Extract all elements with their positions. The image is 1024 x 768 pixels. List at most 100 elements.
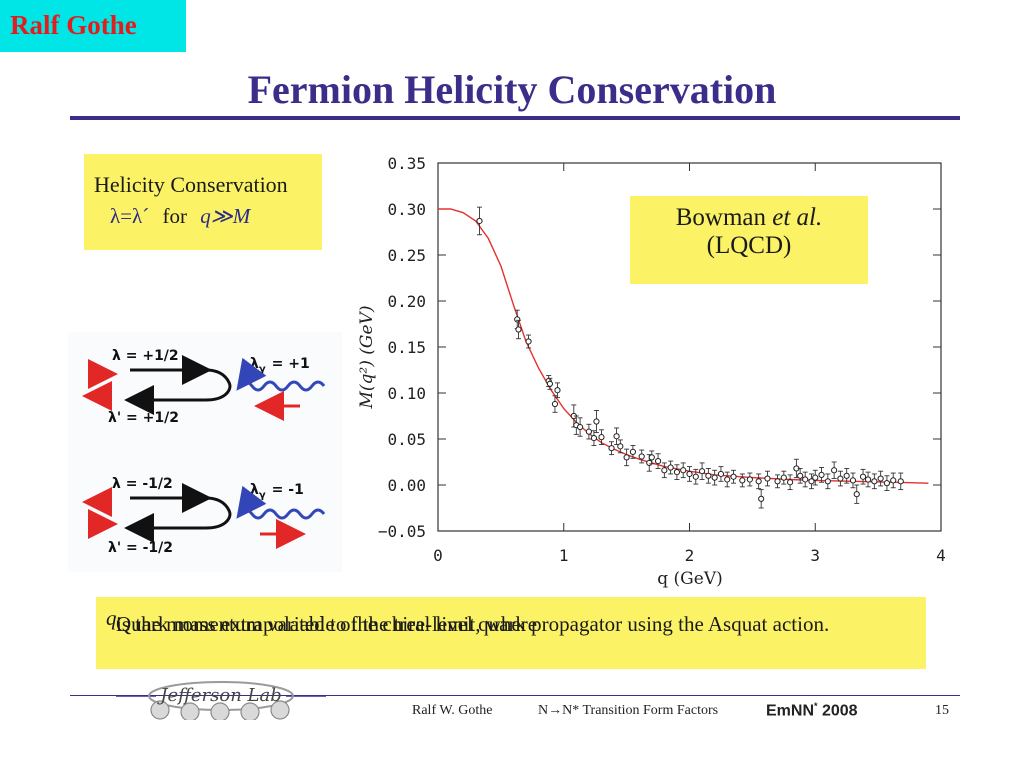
upper-quark-turn xyxy=(205,368,232,402)
x-tick-label: 4 xyxy=(936,546,946,565)
data-point xyxy=(730,469,737,484)
data-point xyxy=(831,461,838,480)
data-point xyxy=(717,466,725,482)
data-point xyxy=(724,471,731,488)
lower-lambda-label: λ = -1/2 xyxy=(112,476,173,492)
lower-lambda-prime-label: λ' = -1/2 xyxy=(108,540,173,556)
data-point xyxy=(897,472,904,491)
slide-title: Fermion Helicity Conservation xyxy=(247,67,777,112)
data-point xyxy=(711,469,718,486)
footer-page-number: 15 xyxy=(935,703,949,718)
data-point xyxy=(546,377,554,390)
data-point xyxy=(812,469,819,486)
data-point xyxy=(780,470,787,485)
lower-lambda-gamma-label: λγ = -1 xyxy=(250,482,304,501)
data-point xyxy=(476,206,483,236)
upper-diagram: λ = +1/2 λγ = +1 λ' = +1/2 xyxy=(82,348,326,426)
upper-lambda-prime-label: λ' = +1/2 xyxy=(108,410,179,426)
data-point xyxy=(598,429,605,445)
data-point xyxy=(883,475,891,491)
data-point xyxy=(570,404,577,428)
data-point xyxy=(673,464,681,480)
data-point xyxy=(877,470,884,487)
x-tick-label: 1 xyxy=(559,546,569,565)
data-point xyxy=(680,462,687,479)
caption-text: Quark mass extrapolated to the chiral li… xyxy=(106,606,830,636)
data-point xyxy=(648,450,655,465)
lower-diagram: λ = -1/2 λγ = -1 λ' = -1/2 xyxy=(82,476,326,556)
et-al: et al. xyxy=(772,204,823,231)
data-point xyxy=(824,473,831,490)
data-point xyxy=(654,453,662,469)
data-point xyxy=(638,449,645,464)
y-tick-label: 0.10 xyxy=(387,384,426,403)
footer-topic: N→N* Transition Form Factors xyxy=(538,703,719,718)
helicity-diagram: λ = +1/2 λγ = +1 λ' = +1/2 λ = -1/2 λγ = -… xyxy=(68,332,342,572)
upper-lambda-label: λ = +1/2 xyxy=(112,348,179,364)
data-point xyxy=(629,444,637,459)
data-point xyxy=(787,474,794,491)
data-point xyxy=(585,423,592,440)
y-tick-label: 0.20 xyxy=(387,292,426,311)
quark-mass-plot: −0.05 0.00 0.05 0.10 0.15 0.20 0.25 0.30 0.35 0 1… xyxy=(357,154,946,589)
data-point xyxy=(764,470,771,487)
data-point xyxy=(554,382,561,399)
data-point xyxy=(843,467,850,484)
y-tick-label: 0.00 xyxy=(387,476,426,495)
data-point xyxy=(837,470,844,487)
upper-photon-wavy-line xyxy=(236,357,326,392)
bowman-citation-line1: Bowman et al. xyxy=(630,204,868,232)
data-point xyxy=(818,467,825,483)
data-point xyxy=(698,462,706,480)
data-point xyxy=(864,471,872,488)
data-point xyxy=(746,472,753,487)
data-point xyxy=(793,458,800,479)
data-point xyxy=(739,473,746,488)
bowman-citation-line2: (LQCD) xyxy=(706,232,792,259)
upper-lambda-gamma-label: λγ = +1 xyxy=(250,356,310,375)
lower-photon-wavy-line xyxy=(236,485,326,520)
logo-text: Jefferson Lab xyxy=(156,685,281,706)
data-point xyxy=(849,472,857,489)
footer-conference: EmNN* 2008 xyxy=(766,701,858,720)
data-point xyxy=(859,468,867,485)
bowman-citation-box: Bowman et al. (LQCD) xyxy=(630,196,868,284)
jefferson-lab-logo: Jefferson Lab xyxy=(116,681,326,720)
data-point xyxy=(593,410,600,434)
y-tick-label: 0.30 xyxy=(387,200,426,219)
y-tick-label: −0.05 xyxy=(378,522,426,541)
helicity-for-word: for xyxy=(162,204,187,228)
helicity-box-formula: λ=λ´ for q≫M xyxy=(110,204,250,229)
helicity-condition: q≫M xyxy=(200,204,251,228)
y-axis-title: M(q²) (GeV) xyxy=(357,306,377,410)
title-divider xyxy=(70,116,960,120)
data-point xyxy=(576,417,584,437)
data-point xyxy=(853,484,860,504)
data-point xyxy=(617,439,624,454)
data-point xyxy=(613,427,620,445)
caption-box: Quark mass extrapolated to the chiral li… xyxy=(96,597,926,669)
data-point xyxy=(525,334,532,349)
data-point xyxy=(551,395,559,413)
data-point xyxy=(774,474,781,489)
data-point xyxy=(686,466,693,482)
x-tick-labels: 0 1 2 3 4 xyxy=(433,546,946,565)
footer-divider xyxy=(70,695,960,696)
data-point xyxy=(667,460,674,475)
data-point xyxy=(661,462,668,479)
x-tick-label: 3 xyxy=(810,546,820,565)
data-point xyxy=(514,309,521,330)
data-point xyxy=(797,467,804,484)
author-tag-text: Ralf Gothe xyxy=(10,10,137,40)
data-point xyxy=(871,473,878,490)
plot-ticks xyxy=(437,162,942,532)
data-point xyxy=(608,441,615,456)
bowman-name: Bowman xyxy=(675,204,773,231)
x-axis-title: q (GeV) xyxy=(657,569,722,589)
data-point xyxy=(590,430,598,446)
y-tick-labels: −0.05 0.00 0.05 0.10 0.15 0.20 0.25 0.30 0.35 xyxy=(378,154,426,541)
helicity-conservation-box: Helicity Conservation λ=λ´ for q≫M xyxy=(84,154,322,250)
data-points xyxy=(476,206,904,509)
y-tick-label: 0.15 xyxy=(387,338,426,357)
y-tick-label: 0.05 xyxy=(387,430,426,449)
